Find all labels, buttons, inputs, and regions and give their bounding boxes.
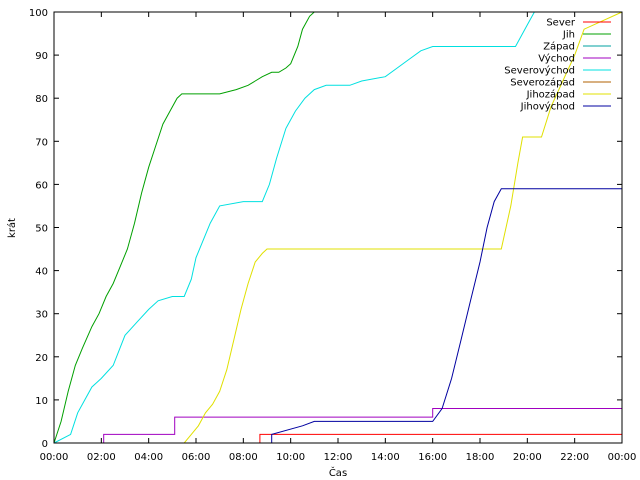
x-tick-label: 20:00 [513,452,542,463]
series-line-Východ [54,408,622,444]
y-tick-label: 10 [35,396,48,407]
legend: SeverJihZápadVýchodSeverovýchodSeverozáp… [504,18,611,113]
y-tick-label: 60 [35,180,48,191]
series-line-Jih [53,11,622,444]
x-tick-label: 00:00 [40,452,69,463]
y-tick-label: 30 [35,310,48,321]
legend-label: Jih [562,30,575,41]
y-tick-label: 80 [35,94,48,105]
y-tick-label: 20 [35,353,48,364]
x-tick-label: 04:00 [134,452,163,463]
x-tick-label: 08:00 [229,452,258,463]
x-tick-label: 14:00 [371,452,400,463]
x-tick-label: 22:00 [560,452,589,463]
legend-label: Jihozápad [526,89,575,101]
series-line-Jihozápad [54,11,623,444]
x-tick-label: 12:00 [324,452,353,463]
x-tick-label: 18:00 [466,452,495,463]
legend-label: Západ [543,41,575,53]
y-tick-label: 0 [42,439,48,450]
x-tick-label: 10:00 [276,452,305,463]
x-tick-label: 06:00 [182,452,211,463]
y-axis-label: krát [6,218,18,238]
y-tick-label: 100 [29,8,48,19]
series-line-Jihovýchod [54,188,622,444]
series-line-Severovýchod [53,11,622,444]
y-tick-label: 40 [35,267,48,278]
x-axis-label: Čas [329,466,347,479]
x-tick-label: 00:00 [608,452,637,463]
legend-label: Východ [538,53,575,65]
x-tick-label: 16:00 [418,452,447,463]
legend-label: Severozápad [510,77,575,89]
y-tick-label: 90 [35,51,48,62]
legend-label: Severovýchod [504,65,575,77]
y-tick-label: 50 [35,224,48,235]
legend-label: Jihovýchod [520,101,575,113]
y-tick-label: 70 [35,137,48,148]
ticks: 0 10 20 30 40 50 60 70 80 90 100 00:00 02:00 04:00 06:… [29,8,637,463]
x-tick-label: 02:00 [87,452,116,463]
legend-label: Sever [546,18,576,29]
